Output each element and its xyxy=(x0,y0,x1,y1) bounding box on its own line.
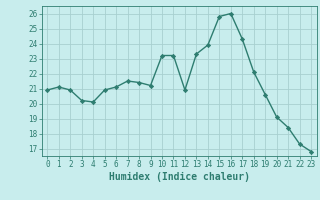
X-axis label: Humidex (Indice chaleur): Humidex (Indice chaleur) xyxy=(109,172,250,182)
